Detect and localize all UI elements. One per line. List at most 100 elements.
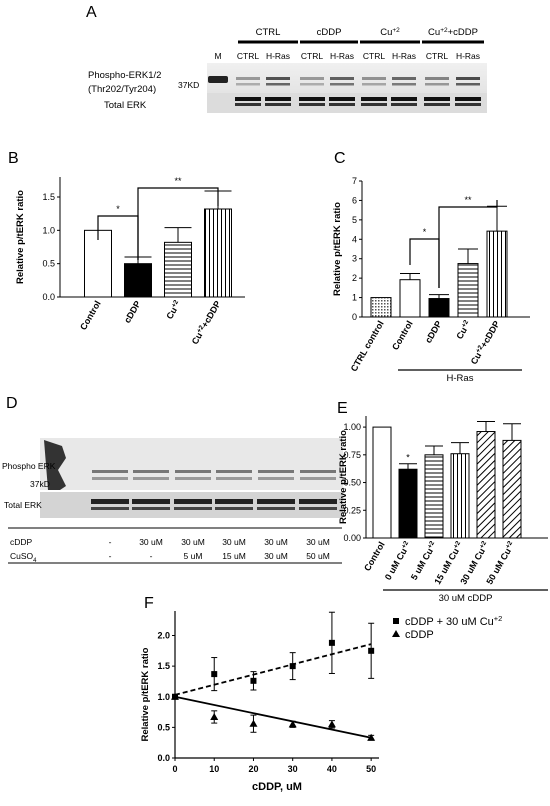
- total-band: [329, 97, 355, 101]
- lane-group-label: CTRL: [256, 27, 281, 38]
- legend-label: cDDP + 30 uM Cu+2: [405, 614, 502, 629]
- phospho-band: [362, 77, 386, 80]
- total-band: [391, 103, 417, 106]
- total-band: [361, 97, 387, 101]
- y-tick-label: 7: [352, 176, 357, 186]
- lane-label: M: [214, 51, 221, 61]
- bar: [204, 208, 232, 298]
- phospho-band: [456, 83, 480, 86]
- lane-group-label: Cu+2: [380, 27, 400, 39]
- phospho-band: [258, 477, 294, 480]
- data-point: [171, 692, 179, 700]
- fit-line: [174, 643, 372, 696]
- panel-d-blot: [40, 438, 343, 518]
- panel-label-a: A: [86, 4, 97, 21]
- y-tick-label: 1.5: [42, 192, 55, 202]
- panel-d-marker-label: 37kD: [30, 479, 50, 489]
- total-band: [132, 499, 170, 504]
- table-cell: 30 uM: [306, 537, 330, 547]
- total-band: [361, 103, 387, 106]
- panel-label-c: C: [334, 150, 346, 167]
- data-point: [327, 720, 336, 728]
- table-row-label: CuSO4: [10, 551, 37, 564]
- total-band: [329, 103, 355, 106]
- bar: [84, 229, 112, 298]
- panel-label-f: F: [144, 595, 154, 612]
- group-label: 30 uM cDDP: [439, 593, 493, 604]
- total-band: [299, 97, 325, 101]
- y-tick-label: 0.0: [157, 753, 170, 763]
- total-band: [455, 103, 481, 106]
- lane-group-label: cDDP: [317, 27, 342, 38]
- phospho-band: [300, 477, 336, 480]
- x-tick-label: 50: [366, 764, 376, 774]
- group-label: H-Ras: [447, 373, 474, 384]
- y-tick-label: 2: [352, 273, 357, 283]
- total-band: [265, 97, 291, 101]
- phospho-band: [300, 77, 324, 80]
- bar: [476, 431, 496, 539]
- significance-label: *: [423, 227, 427, 237]
- table-cell: 30 uM: [264, 551, 288, 561]
- phospho-band: [330, 77, 354, 80]
- significance-label: **: [464, 195, 472, 205]
- phospho-band: [425, 77, 449, 80]
- total-band: [91, 499, 129, 504]
- table-row-label: cDDP: [10, 537, 33, 547]
- y-tick-label: 4: [352, 234, 357, 244]
- table-cell: -: [109, 537, 112, 547]
- phospho-band: [133, 477, 169, 480]
- data-point: [367, 733, 376, 741]
- x-tick-label: 10: [209, 764, 219, 774]
- bar: [486, 230, 508, 318]
- bar: [164, 241, 192, 298]
- total-band: [299, 507, 337, 510]
- phospho-band: [175, 477, 211, 480]
- panel-a-phospho-site: (Thr202/Tyr204): [88, 84, 156, 95]
- y-tick-label: 0.25: [343, 505, 361, 515]
- bar: [372, 426, 392, 539]
- bar: [398, 468, 418, 539]
- total-band: [424, 97, 450, 101]
- y-tick-label: 3: [352, 254, 357, 264]
- panel-d-condition-table: cDDP - 30 uM 30 uM 30 uM 30 uM 30 uM CuSO4 - - 5 u…: [8, 527, 342, 564]
- total-band: [174, 507, 212, 510]
- phospho-band: [266, 77, 290, 80]
- y-tick-label: 0.5: [42, 259, 55, 269]
- y-tick-label: 0.0: [42, 292, 55, 302]
- data-point: [368, 647, 375, 654]
- data-point: [328, 639, 335, 646]
- phospho-band: [362, 83, 386, 86]
- panel-a-marker-label: 37KD: [178, 80, 199, 90]
- total-band: [299, 103, 325, 106]
- y-tick-label: 0: [352, 312, 357, 322]
- lane-label: CTRL: [426, 51, 448, 61]
- bar: [457, 263, 479, 318]
- table-cell: 15 uM: [222, 551, 246, 561]
- lane-label: H-Ras: [456, 51, 480, 61]
- x-tick-label: 30: [288, 764, 298, 774]
- category-label: Cu+2+cDDP: [189, 299, 222, 346]
- table-cell: 50 uM: [306, 551, 330, 561]
- data-point: [288, 720, 297, 728]
- fit-line: [174, 695, 372, 739]
- table-cell: 30 uM: [181, 537, 205, 547]
- y-tick-label: 0.00: [343, 533, 361, 543]
- phospho-band: [258, 470, 294, 473]
- total-band: [91, 507, 129, 510]
- category-label: Cu+2: [164, 298, 183, 320]
- y-axis-label: Relative p/tERK ratio: [332, 202, 343, 296]
- table-cell: 5 uM: [184, 551, 203, 561]
- phospho-band: [216, 477, 252, 480]
- y-tick-label: 1: [352, 293, 357, 303]
- category-label: Cu+2+cDDP: [468, 319, 501, 366]
- phospho-band: [300, 83, 324, 86]
- x-tick-label: 40: [327, 764, 337, 774]
- data-point: [250, 677, 257, 684]
- y-tick-label: 2.0: [157, 631, 170, 641]
- y-tick-label: 0.75: [343, 450, 361, 460]
- total-membrane: [40, 492, 343, 518]
- category-label: CTRL control: [349, 319, 386, 373]
- total-band: [257, 507, 295, 510]
